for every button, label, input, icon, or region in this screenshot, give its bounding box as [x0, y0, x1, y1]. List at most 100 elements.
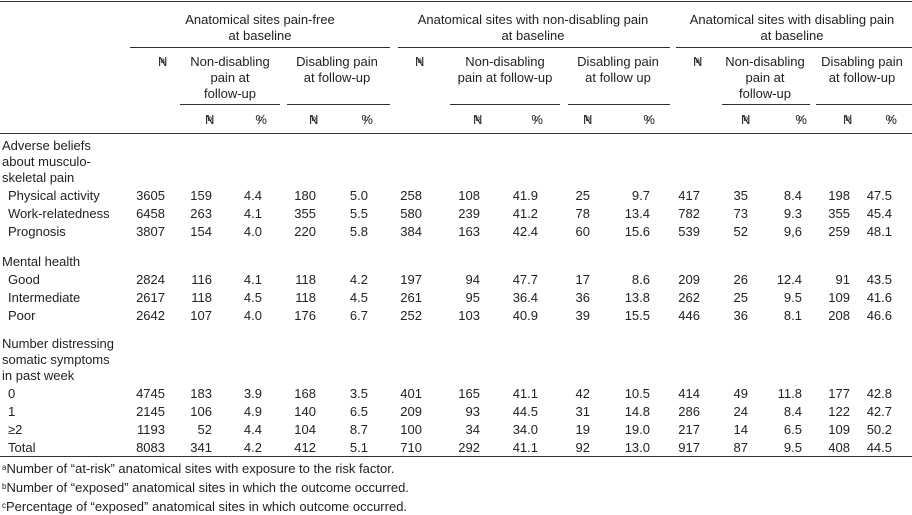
cell: 8.4	[783, 188, 802, 203]
cell: 140	[294, 404, 316, 419]
cell: 355	[828, 206, 850, 221]
cell: 118	[295, 272, 316, 287]
sub-title: at follow up	[585, 70, 651, 85]
cell: 45.4	[866, 206, 892, 221]
cell: 4.0	[243, 308, 262, 323]
cell: 165	[458, 386, 480, 401]
sub-title: pain at follow-up	[457, 70, 553, 85]
cell: 34.0	[512, 422, 538, 437]
cell: 262	[678, 290, 700, 305]
rule	[0, 456, 912, 457]
cell: 384	[400, 224, 422, 239]
pct-header-sup: c	[364, 114, 368, 123]
cell: 3807	[136, 224, 165, 239]
cell: 209	[678, 272, 700, 287]
cell: 412	[294, 440, 316, 455]
pct-header-label: %	[643, 112, 655, 127]
cell: 39	[575, 308, 590, 323]
cell: 94	[465, 272, 480, 287]
cell: 4.5	[243, 290, 262, 305]
cell: 9.5	[783, 290, 802, 305]
count-header-sup: b	[845, 114, 850, 123]
cell: 8.4	[783, 404, 802, 419]
cell: 12.4	[776, 272, 802, 287]
sub-title: Disabling pain	[821, 54, 903, 69]
cell: 286	[678, 404, 700, 419]
n-header: N a	[158, 54, 167, 70]
sub-title: Disabling pain	[296, 54, 378, 69]
cell: 100	[400, 422, 422, 437]
cell: 93	[465, 404, 480, 419]
cell: 106	[190, 404, 212, 419]
cell: 13.8	[624, 290, 650, 305]
cell: 11.8	[777, 386, 802, 401]
pct-header-label: %	[361, 112, 373, 127]
cell: 5.8	[349, 224, 368, 239]
cell: 78	[575, 206, 590, 221]
cell: 6.5	[349, 404, 368, 419]
footnote-text: Number of “at-risk” anatomical sites wit…	[6, 461, 395, 476]
cell: 5.0	[349, 188, 368, 203]
cell: 36	[575, 290, 590, 305]
cell: 92	[575, 440, 590, 455]
cell: 2145	[136, 404, 165, 419]
cell: 355	[294, 206, 316, 221]
cell: 292	[458, 440, 480, 455]
cell: 109	[828, 422, 850, 437]
pct-header: % c	[531, 112, 543, 128]
cell: 44.5	[512, 404, 538, 419]
cell: 122	[828, 404, 850, 419]
cell: 107	[190, 308, 212, 323]
cell: 13.0	[624, 440, 650, 455]
cell: 3.5	[349, 386, 368, 401]
group-title: Anatomical sites with non-disabling pain	[417, 12, 649, 27]
cell: 2824	[136, 272, 165, 287]
pct-header-sup: c	[258, 114, 262, 123]
sub-title: at follow-up	[828, 70, 896, 85]
pct-header: % c	[255, 112, 267, 128]
cell: 9,6	[783, 224, 802, 239]
n-header-label: N	[414, 54, 425, 69]
footnote: b Number of “exposed” anatomical sites i…	[2, 480, 409, 496]
cell: 41.1	[512, 386, 538, 401]
cell: 154	[190, 224, 212, 239]
cell: 17	[575, 272, 590, 287]
cell: 163	[458, 224, 480, 239]
cell: 19.0	[624, 422, 650, 437]
rule	[722, 104, 810, 105]
cell: 41.6	[866, 290, 892, 305]
cell: 8.6	[631, 272, 650, 287]
section-title: somatic symptoms	[2, 352, 110, 367]
cell: 25	[575, 188, 590, 203]
cell: 4.4	[243, 422, 262, 437]
cell: 2617	[136, 290, 165, 305]
footnote-sup: a	[2, 463, 7, 472]
section-title: Number distressing	[2, 336, 114, 351]
cell: 104	[294, 422, 316, 437]
rule	[180, 104, 280, 105]
footnote-sup: c	[2, 501, 6, 510]
cell: 48.1	[866, 224, 892, 239]
rule	[568, 104, 670, 105]
cell: 95	[465, 290, 480, 305]
group-title: at baseline	[228, 28, 292, 43]
cell: 44.5	[866, 440, 892, 455]
cell: 46.6	[866, 308, 892, 323]
cell: 109	[828, 290, 850, 305]
rule	[130, 47, 390, 48]
cell: 6.5	[783, 422, 802, 437]
cell: 6.7	[349, 308, 368, 323]
cell: 41.2	[512, 206, 538, 221]
count-header-sup: b	[311, 114, 316, 123]
cell: 8.1	[783, 308, 802, 323]
cell: 4.1	[243, 206, 262, 221]
cell: 42	[575, 386, 590, 401]
cell: 15.6	[624, 224, 650, 239]
cell: 4.4	[243, 188, 262, 203]
cell: 13.4	[624, 206, 650, 221]
cell: 252	[400, 308, 422, 323]
cell: 209	[400, 404, 422, 419]
n-header: N a	[414, 54, 425, 70]
row-label: 1	[8, 404, 16, 419]
